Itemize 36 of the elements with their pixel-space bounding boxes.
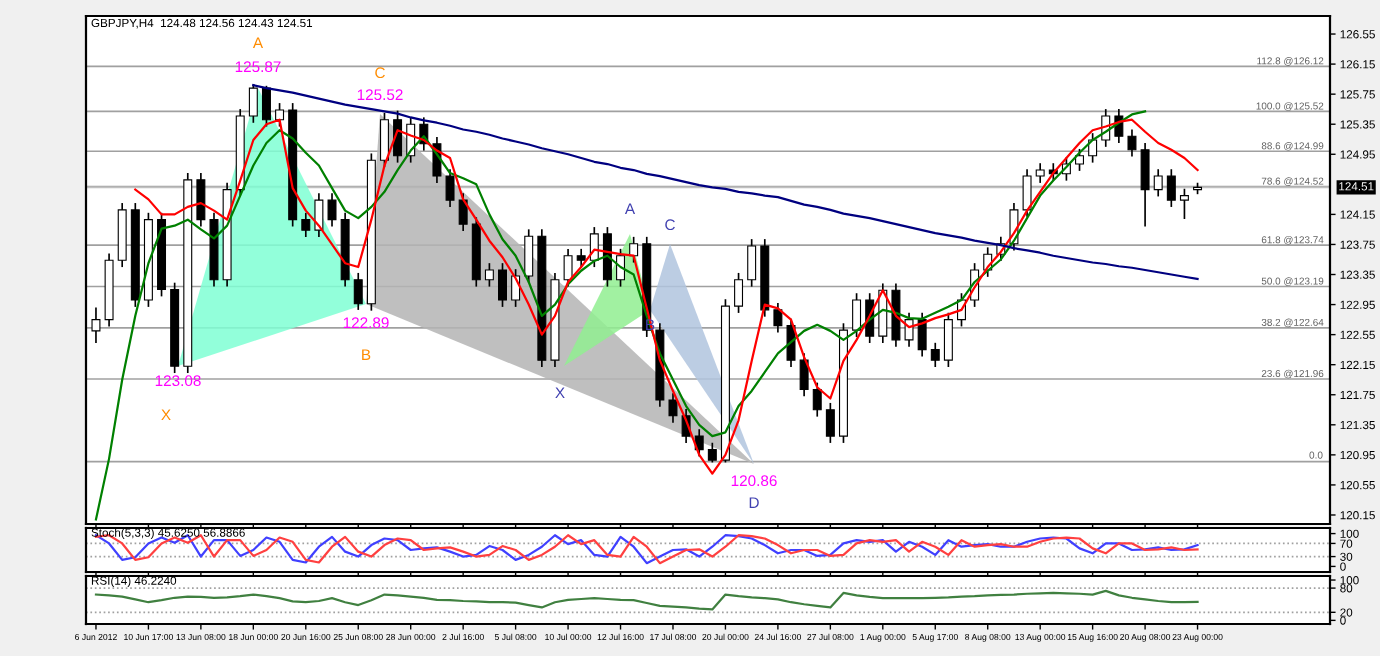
- candlestick: [458, 193, 468, 232]
- candlestick: [668, 393, 678, 423]
- candlestick: [301, 212, 311, 238]
- candlestick: [917, 312, 927, 357]
- candlestick: [707, 442, 717, 463]
- candlestick: [734, 272, 744, 313]
- candlestick: [602, 227, 612, 287]
- candlestick: [694, 429, 704, 457]
- candlestick: [261, 85, 271, 127]
- candlestick: [1035, 163, 1045, 183]
- candlestick: [773, 302, 783, 333]
- candlestick: [825, 402, 835, 443]
- candlestick: [799, 353, 809, 397]
- candlestick: [248, 84, 258, 123]
- candlestick: [524, 229, 534, 283]
- candlestick: [1166, 169, 1176, 207]
- candlestick: [943, 312, 953, 368]
- candlestick: [498, 263, 507, 307]
- candlestick: [930, 342, 940, 368]
- candlestick: [314, 193, 324, 238]
- candlestick: [812, 382, 822, 417]
- candlestick: [629, 236, 639, 263]
- candlestick: [327, 193, 337, 227]
- candlestick: [484, 263, 494, 287]
- line-series: [94, 110, 1147, 521]
- line-series: [94, 589, 1199, 611]
- candlestick: [747, 239, 757, 287]
- candlestick: [852, 293, 862, 337]
- candlestick: [1140, 142, 1150, 227]
- candlestick: [1127, 129, 1137, 157]
- candlestick: [196, 172, 206, 227]
- candlestick: [379, 112, 389, 168]
- candlestick: [1179, 188, 1189, 219]
- candlestick: [1075, 148, 1085, 171]
- candlestick: [1153, 169, 1163, 197]
- candlestick: [353, 272, 363, 310]
